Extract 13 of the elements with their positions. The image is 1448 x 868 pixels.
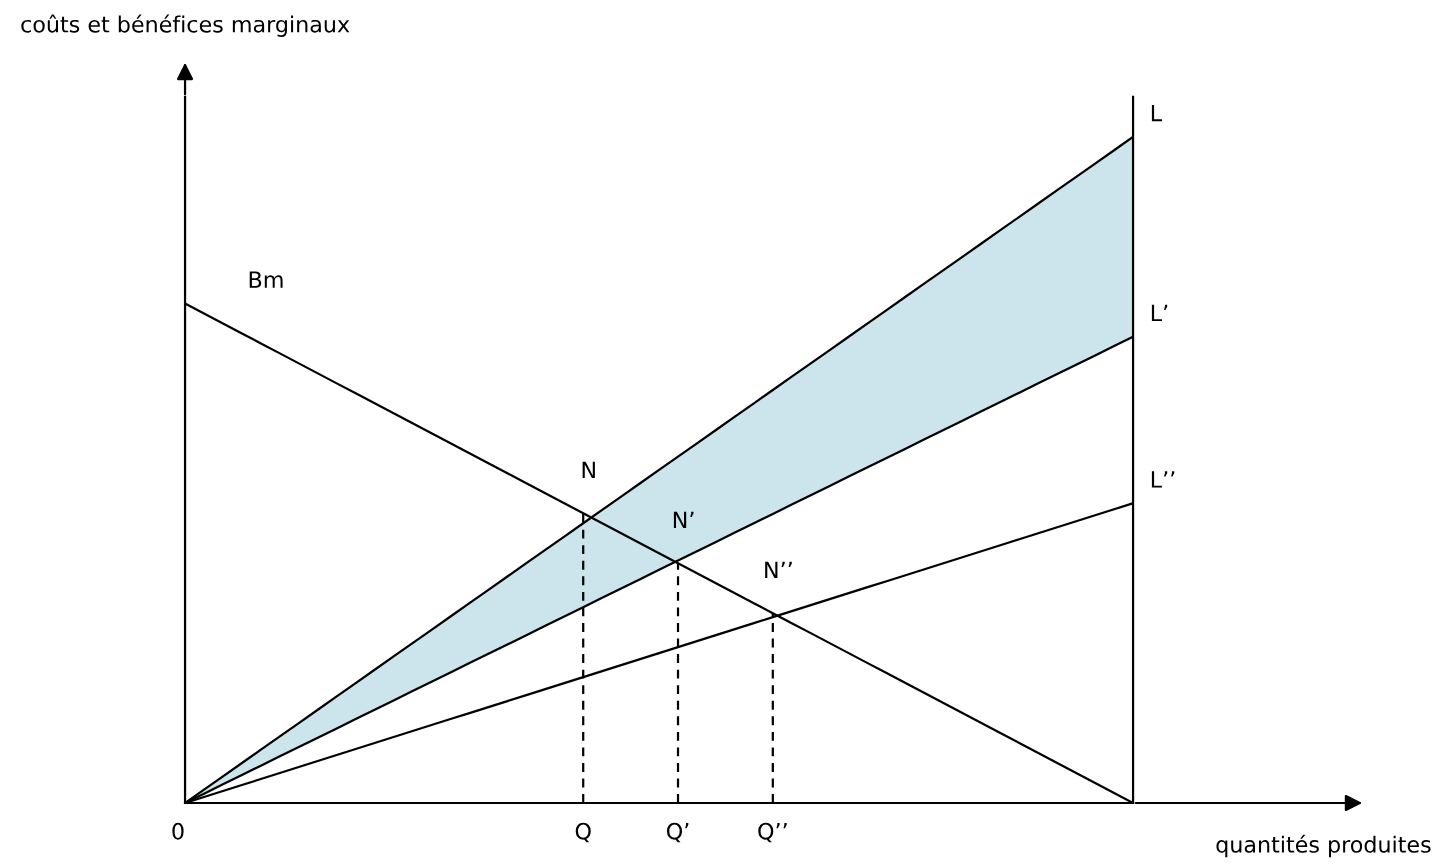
y-axis-title: coûts et bénéfices marginaux bbox=[21, 14, 350, 37]
x-tick-label: Q’’ bbox=[758, 822, 787, 843]
annotation: N bbox=[582, 461, 595, 479]
series-label: Bm bbox=[249, 271, 283, 288]
annotation: N’’ bbox=[765, 561, 792, 578]
series-label: L’ bbox=[1151, 304, 1168, 322]
x-tick-label: Q’ bbox=[666, 822, 689, 843]
annotation: N’ bbox=[673, 511, 694, 529]
x-tick-label: 0 bbox=[172, 822, 184, 840]
x-axis-title: quantités produites bbox=[1216, 834, 1431, 858]
series-label: L’’ bbox=[1151, 471, 1175, 488]
x-tick-label: Q bbox=[575, 822, 591, 843]
series-label: L bbox=[1151, 104, 1162, 122]
